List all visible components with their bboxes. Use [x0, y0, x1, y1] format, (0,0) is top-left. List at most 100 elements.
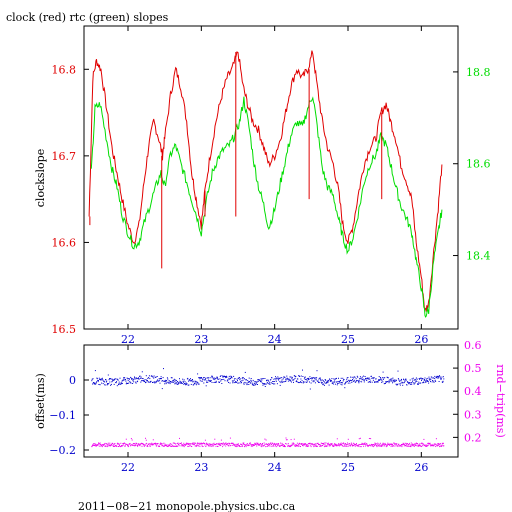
- offset-point: [255, 381, 256, 383]
- round-trip-point: [432, 443, 434, 445]
- round-trip-point: [417, 444, 419, 446]
- offset-point: [425, 381, 427, 383]
- round-trip-point: [224, 443, 226, 445]
- offset-point: [390, 378, 392, 380]
- round-trip-point: [107, 444, 108, 446]
- offset-point: [244, 381, 246, 383]
- offset-point: [269, 381, 271, 383]
- offset-point: [93, 382, 95, 383]
- round-trip-point: [149, 445, 151, 447]
- round-trip-point: [290, 439, 292, 441]
- bottom-x-tick-label: 23: [194, 461, 208, 474]
- round-trip-point: [347, 442, 348, 444]
- round-trip-point: [102, 445, 104, 446]
- offset-point: [208, 377, 210, 379]
- offset-point: [216, 376, 218, 378]
- round-trip-point: [434, 443, 436, 445]
- round-trip-point: [193, 442, 195, 444]
- round-trip-point: [340, 442, 342, 444]
- offset-point: [314, 378, 316, 380]
- offset-point: [438, 381, 440, 382]
- offset-point: [353, 381, 355, 382]
- offset-point: [225, 376, 227, 378]
- round-trip-point: [410, 442, 412, 444]
- round-trip-point: [188, 443, 190, 445]
- offset-point: [357, 380, 359, 382]
- offset-point: [361, 376, 363, 378]
- round-trip-point: [310, 444, 312, 446]
- offset-point: [179, 378, 180, 380]
- round-trip-point: [173, 442, 175, 444]
- round-trip-point: [173, 445, 175, 447]
- offset-point: [402, 382, 404, 384]
- round-trip-point: [198, 442, 200, 444]
- round-trip-point: [310, 446, 312, 448]
- offset-point: [323, 383, 325, 385]
- round-trip-point: [155, 443, 157, 445]
- offset-point: [125, 380, 127, 382]
- offset-point: [284, 381, 286, 382]
- offset-point: [127, 378, 129, 380]
- offset-point: [291, 378, 293, 380]
- round-trip-point: [442, 445, 444, 447]
- round-trip-point: [387, 444, 388, 446]
- offset-point: [332, 381, 334, 383]
- offset-point: [393, 380, 395, 382]
- offset-point: [385, 381, 387, 383]
- top-left-y-tick-label: 16.7: [52, 150, 77, 163]
- offset-point: [199, 378, 201, 380]
- offset-point: [409, 379, 411, 381]
- round-trip-point: [183, 446, 185, 448]
- offset-point: [183, 381, 184, 383]
- round-trip-point: [245, 444, 247, 446]
- offset-point: [137, 380, 139, 382]
- offset-point: [184, 383, 186, 384]
- offset-point: [181, 382, 182, 384]
- offset-point: [381, 377, 383, 379]
- round-trip-point: [91, 445, 93, 447]
- offset-point: [146, 380, 148, 381]
- offset-point: [392, 377, 394, 379]
- round-trip-point: [112, 445, 114, 447]
- round-trip-point: [107, 442, 109, 444]
- round-trip-point: [209, 443, 211, 445]
- round-trip-point: [320, 442, 322, 444]
- round-trip-point: [278, 444, 280, 446]
- round-trip-point: [178, 445, 180, 447]
- round-trip-point: [201, 445, 203, 447]
- offset-point: [181, 382, 183, 384]
- round-trip-point: [267, 443, 269, 445]
- round-trip-point: [121, 445, 123, 447]
- round-trip-point: [122, 444, 124, 446]
- round-trip-point: [316, 445, 318, 447]
- round-trip-point: [305, 444, 307, 446]
- offset-point: [350, 380, 352, 382]
- bottom-left-y-axis-label: offset(ms): [34, 373, 47, 429]
- round-trip-point: [294, 445, 296, 447]
- offset-point: [178, 382, 180, 384]
- round-trip-point: [357, 445, 359, 446]
- offset-point: [155, 382, 157, 384]
- round-trip-point: [105, 445, 107, 447]
- offset-point: [401, 382, 403, 384]
- offset-point: [196, 382, 198, 384]
- round-trip-point: [405, 445, 407, 447]
- offset-point: [175, 379, 177, 381]
- round-trip-point: [252, 445, 254, 447]
- round-trip-point: [366, 443, 368, 445]
- offset-point: [358, 382, 360, 384]
- offset-point: [231, 377, 233, 379]
- round-trip-point: [324, 442, 326, 444]
- round-trip-point: [213, 445, 215, 447]
- round-trip-point: [390, 445, 392, 447]
- round-trip-point: [160, 443, 162, 445]
- round-trip-point: [342, 442, 344, 444]
- round-trip-point: [228, 445, 229, 447]
- offset-point: [337, 381, 339, 382]
- offset-point: [217, 378, 219, 380]
- offset-point: [161, 378, 162, 380]
- offset-point: [417, 383, 419, 385]
- round-trip-point: [340, 443, 342, 445]
- offset-point: [400, 379, 402, 381]
- offset-point: [177, 383, 179, 385]
